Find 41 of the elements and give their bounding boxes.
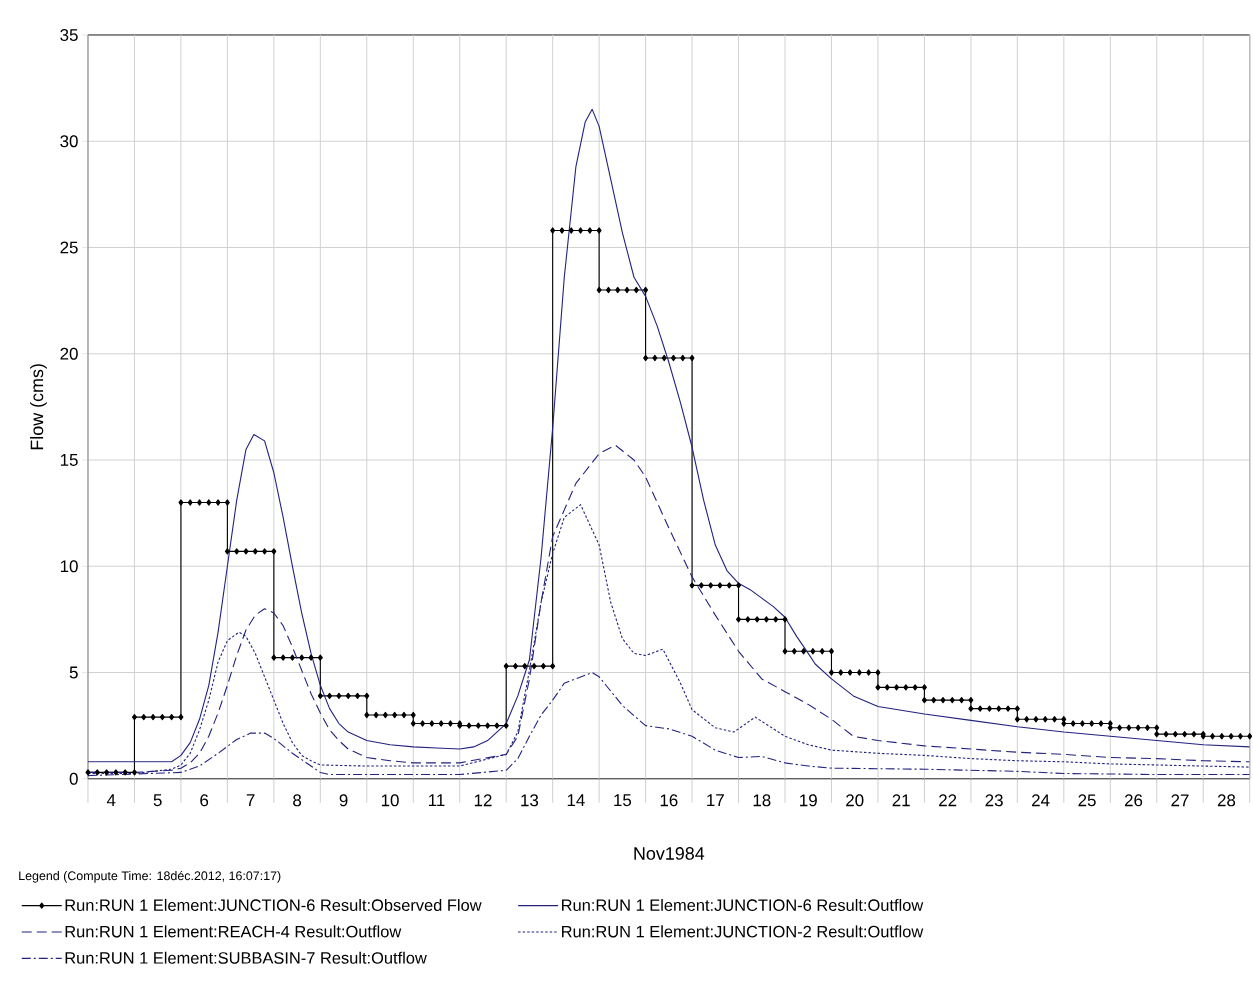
x-tick-label: 25 [1078, 794, 1096, 807]
x-axis-title: Nov1984 [634, 847, 705, 860]
x-tick-label: 6 [200, 794, 209, 807]
x-tick-label: 19 [800, 794, 817, 807]
y-tick-label: 0 [69, 772, 78, 785]
x-tick-label: 8 [293, 794, 302, 807]
y-axis-title: Flow (cms) [30, 364, 47, 450]
x-tick-label: 12 [474, 794, 492, 807]
legend-label: Run:RUN 1 Element:JUNCTION-2 Result:Outflow [562, 925, 924, 938]
x-tick-label: 23 [985, 794, 1003, 807]
x-tick-label: 17 [707, 794, 724, 807]
y-tick-label: 10 [60, 560, 78, 573]
y-tick-label: 15 [60, 454, 78, 467]
x-tick-label: 21 [892, 794, 910, 807]
x-tick-label: 26 [1124, 794, 1143, 807]
y-tick-label: 30 [60, 135, 78, 148]
y-tick-label: 35 [60, 29, 78, 42]
x-tick-label: 10 [381, 794, 399, 807]
x-tick-label: 27 [1171, 794, 1189, 807]
y-tick-label: 5 [69, 666, 78, 679]
legend-label: Run:RUN 1 Element:JUNCTION-6 Result:Observed Flow [65, 899, 482, 912]
x-tick-label: 14 [567, 794, 585, 807]
x-tick-label: 24 [1032, 794, 1050, 807]
x-tick-label: 4 [106, 794, 116, 807]
x-tick-label: 5 [153, 794, 162, 807]
legend-label: Run:RUN 1 Element:SUBBASIN-7 Result:Outflow [65, 951, 427, 964]
legend-title: Legend (Compute Time: 18déc.2012, 16:07:17) [19, 871, 281, 883]
x-tick-label: 7 [246, 794, 255, 807]
x-tick-label: 28 [1217, 794, 1236, 807]
x-tick-label: 22 [939, 794, 957, 807]
x-tick-label: 13 [521, 794, 539, 807]
y-tick-label: 25 [60, 241, 78, 254]
x-tick-label: 11 [429, 794, 445, 807]
legend-label: Run:RUN 1 Element:JUNCTION-6 Result:Outflow [562, 899, 924, 912]
y-tick-label: 20 [60, 347, 78, 360]
x-tick-label: 18 [753, 794, 771, 807]
x-tick-label: 15 [614, 794, 632, 807]
x-tick-label: 9 [339, 794, 348, 807]
x-tick-label: 16 [660, 794, 678, 807]
x-tick-label: 20 [846, 794, 864, 807]
legend-label: Run:RUN 1 Element:REACH-4 Result:Outflow [65, 925, 402, 938]
